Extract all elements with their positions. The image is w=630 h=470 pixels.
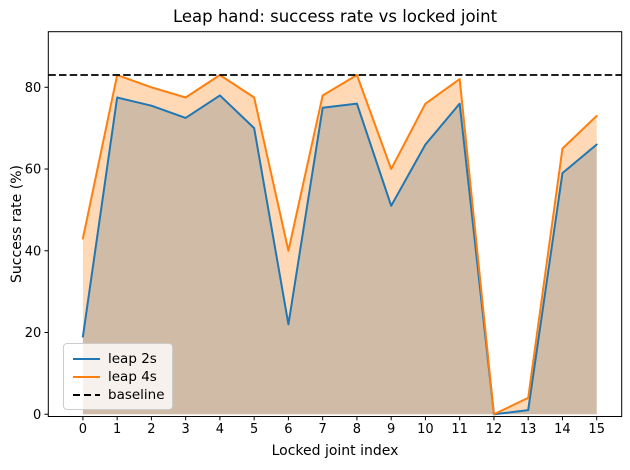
x-tick-label: 8 <box>353 422 361 437</box>
y-tick-label: 40 <box>25 244 42 259</box>
legend-line-swatch <box>73 358 100 360</box>
legend-item: baseline <box>73 386 165 404</box>
x-tick-label: 15 <box>588 422 605 437</box>
x-tick-label: 3 <box>182 422 190 437</box>
y-axis-label: Success rate (%) <box>9 165 25 283</box>
legend-label: leap 2s <box>108 351 157 367</box>
y-tick-label: 0 <box>33 408 41 423</box>
x-tick-label: 0 <box>79 422 87 437</box>
x-tick-label: 13 <box>520 422 537 437</box>
y-tick-label: 80 <box>25 81 42 96</box>
area-fill-leap-4s <box>82 75 597 415</box>
x-tick-label: 6 <box>284 422 292 437</box>
y-tick-label: 20 <box>25 326 42 341</box>
x-tick-label: 12 <box>486 422 503 437</box>
axes-frame <box>47 31 623 417</box>
x-tick-label: 4 <box>216 422 224 437</box>
legend-label: leap 4s <box>108 369 157 385</box>
x-tick-label: 2 <box>147 422 155 437</box>
series-line-leap-2s <box>81 94 598 416</box>
legend-line-swatch <box>73 394 100 396</box>
legend-item: leap 4s <box>73 368 163 386</box>
x-tick-label: 9 <box>387 422 395 437</box>
x-tick-label: 11 <box>451 422 468 437</box>
x-tick-label: 7 <box>319 422 327 437</box>
x-tick-label: 10 <box>417 422 434 437</box>
series-line-leap-4s <box>81 74 598 416</box>
legend-line-swatch <box>73 376 100 378</box>
x-tick-label: 5 <box>250 422 258 437</box>
chart-title: Leap hand: success rate vs locked joint <box>172 7 498 26</box>
x-axis-label: Locked joint index <box>271 443 399 459</box>
x-tick-label: 14 <box>554 422 571 437</box>
legend-item: leap 2s <box>73 350 163 368</box>
x-tick-label: 1 <box>113 422 121 437</box>
legend: leap 2s leap 4s baseline <box>63 343 173 410</box>
y-tick-label: 60 <box>25 163 42 178</box>
legend-label: baseline <box>108 387 165 403</box>
area-fill-leap-2s <box>82 95 597 415</box>
